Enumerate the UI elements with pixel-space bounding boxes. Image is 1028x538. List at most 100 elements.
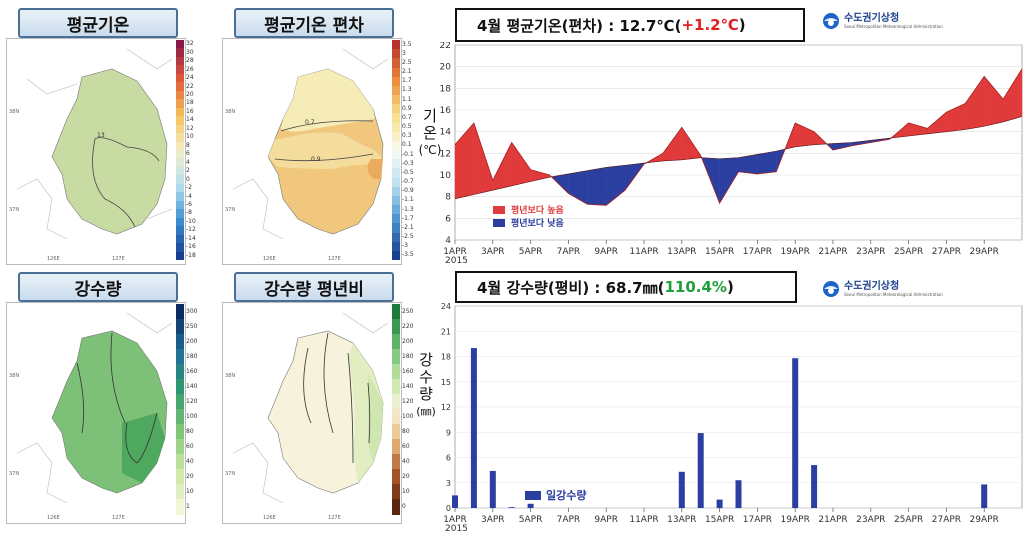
colorbar-label: -3: [402, 242, 408, 250]
colorbar-label: 0.7: [402, 113, 412, 121]
colorbar-label: 1.3: [402, 86, 412, 94]
legend-label: 평년보다 낮음: [511, 217, 564, 229]
lat-tick: 38N: [9, 373, 19, 379]
x-tick-label: 11APR: [629, 247, 658, 257]
colorbar-swatch: [392, 150, 400, 160]
colorbar-label: 1.7: [402, 77, 412, 85]
x-tick-label: 21APR: [818, 247, 847, 257]
region-temperature: [51, 68, 168, 235]
colorbar-swatch: [176, 484, 184, 500]
colorbar-swatch: [176, 133, 184, 143]
y-tick-label: 21: [441, 327, 451, 336]
map-temperature: 13 38N 37N 126E 127E: [6, 38, 186, 265]
colorbar-swatch: [176, 226, 184, 236]
bar: [678, 471, 685, 508]
colorbar-label: 26: [186, 65, 194, 73]
colorbar-label: 10: [186, 133, 194, 141]
colorbar-label: 0.5: [402, 123, 412, 131]
bar: [489, 470, 496, 508]
precipitation-chart-title: 4월 강수량(평비) : 68.7㎜(110.4%): [455, 271, 797, 303]
colorbar-swatch: [176, 124, 184, 134]
kma-logo-sub: Seoul Metropolitan Meteorological Admini…: [844, 24, 943, 29]
colorbar-swatch: [176, 499, 184, 515]
colorbar-label: -4: [186, 192, 192, 200]
map-panel-precipitation: 강수량 38N 37N 126E 127E 300 250 200 180 160 140…: [6, 272, 197, 527]
colorbar-swatch: [392, 49, 400, 59]
lat-tick: 37N: [9, 471, 19, 477]
colorbar-swatch: [392, 223, 400, 233]
colorbar-label: -14: [186, 234, 196, 242]
x-tick-label: 23APR: [856, 515, 885, 525]
colorbar-swatch: [176, 379, 184, 395]
colorbar-swatch: [392, 214, 400, 224]
x-tick-label: 29APR: [970, 247, 999, 257]
lon-tick: 127E: [112, 256, 125, 262]
colorbar-label: 60: [186, 442, 194, 450]
colorbar-swatch: [392, 67, 400, 78]
colorbar-label: 4: [186, 158, 190, 166]
colorbar-label: -8: [186, 209, 192, 217]
x-tick-label: 25APR: [894, 515, 923, 525]
x-tick-label: 1APR: [443, 515, 467, 525]
y-tick-label: 20: [440, 63, 452, 73]
colorbar-label: 0.3: [402, 132, 412, 140]
colorbar-swatch: [392, 122, 400, 133]
colorbar-swatch: [392, 304, 400, 320]
colorbar-swatch: [176, 99, 184, 109]
x-tick-label: 7APR: [557, 247, 581, 257]
map-panel-precipitation-ratio: 강수량 평년비 38N 37N 126E 127E 250 220 200 180 16…: [222, 272, 413, 527]
lat-tick: 38N: [9, 109, 19, 115]
temperature-title-main: 4월 평균기온(편차) : 12.7℃(: [477, 16, 682, 35]
ylabel-part: 기: [423, 107, 437, 125]
colorbar-swatch: [176, 175, 184, 185]
colorbar-swatch: [176, 234, 184, 244]
colorbar-label: -0.7: [402, 178, 414, 186]
colorbar-swatch: [176, 90, 184, 100]
colorbar-label: 10: [402, 487, 410, 495]
colorbar-label: 10: [186, 487, 194, 495]
colorbar-swatch: [176, 394, 184, 410]
colorbar-swatch: [176, 40, 184, 49]
colorbar-swatch: [392, 76, 400, 87]
x-tick-label: 13APR: [667, 515, 696, 525]
colorbar-swatch: [392, 104, 400, 114]
colorbar-label: 140: [402, 382, 414, 390]
colorbar-swatch: [392, 186, 400, 197]
colorbar-label: 28: [186, 57, 194, 65]
x-tick-label: 5APR: [519, 515, 543, 525]
legend-swatch: [493, 206, 505, 214]
map-title-temperature-deviation: 평균기온 편차: [234, 8, 394, 38]
colorbar-label: -1.1: [402, 196, 414, 204]
x-tick-label: 15APR: [705, 515, 734, 525]
colorbar-label: 0: [402, 502, 406, 510]
colorbar-label: -3.5: [402, 251, 414, 259]
ylabel-part: 수: [419, 368, 433, 386]
map-panel-temperature: 평균기온 13 38N 37N 126E 127E 32 30 28 26 24 22 20…: [6, 8, 196, 265]
precipitation-ylabel: 강 수 량 (㎜): [414, 352, 438, 420]
colorbar-label: 3: [402, 49, 406, 57]
colorbar-label: -1.3: [402, 205, 414, 213]
colorbar-label: -1.7: [402, 214, 414, 222]
colorbar-label: -0.5: [402, 168, 414, 176]
x-year-label: 2015: [445, 524, 468, 534]
kma-logo-icon: [823, 281, 839, 297]
lat-tick: 38N: [225, 373, 235, 379]
colorbar-label: 24: [186, 74, 194, 82]
precipitation-title-main: 4월 강수량(평비) : 68.7㎜(: [477, 278, 665, 297]
colorbar-label: 100: [186, 412, 198, 420]
colorbar-swatch: [176, 192, 184, 202]
colorbar-label: 0.9: [402, 104, 412, 112]
x-tick-label: 3APR: [481, 515, 505, 525]
legend-swatch: [493, 219, 505, 227]
map-temperature-deviation: 0.7 0.9 38N 37N 126E 127E: [222, 38, 402, 265]
colorbar-label: 80: [186, 427, 194, 435]
colorbar-precipitation-ratio: 250 220 200 180 160 140 120 100 80 60 40 20 10 0: [392, 304, 413, 515]
colorbar-label: -2.1: [402, 223, 414, 231]
bar: [527, 503, 534, 508]
colorbar-label: 0.1: [402, 141, 412, 149]
colorbar-label: 200: [402, 337, 414, 345]
lon-tick: 127E: [328, 256, 341, 262]
colorbar-label: 32: [186, 40, 194, 48]
colorbar-label: 250: [186, 322, 198, 330]
lon-tick: 126E: [263, 256, 276, 262]
